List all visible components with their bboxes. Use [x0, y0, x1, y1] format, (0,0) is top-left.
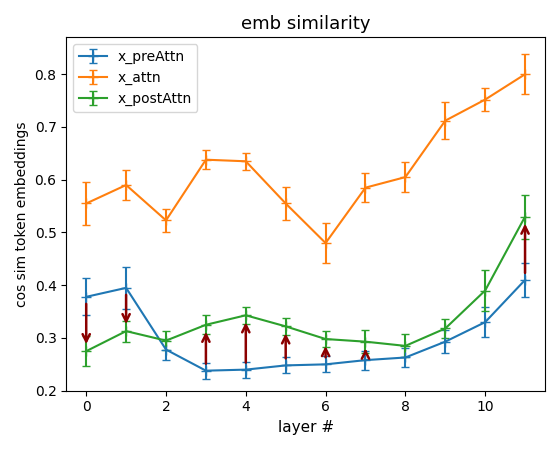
Legend: x_preAttn, x_attn, x_postAttn: x_preAttn, x_attn, x_postAttn	[73, 44, 198, 112]
Y-axis label: cos sim token embeddings: cos sim token embeddings	[15, 122, 29, 307]
X-axis label: layer #: layer #	[278, 420, 334, 435]
Title: emb similarity: emb similarity	[241, 15, 370, 33]
